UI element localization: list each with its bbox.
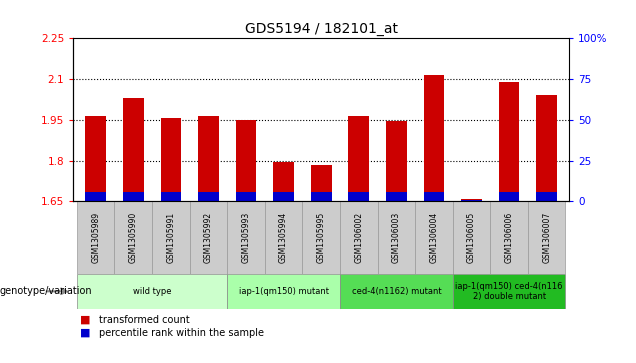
Text: GSM1305990: GSM1305990 [128, 212, 138, 264]
Bar [453, 274, 565, 309]
Bar [123, 192, 144, 201]
Bar [378, 201, 415, 274]
Bar [415, 201, 453, 274]
Text: GSM1306002: GSM1306002 [354, 212, 363, 263]
Text: GSM1306007: GSM1306007 [542, 212, 551, 264]
Bar [198, 192, 219, 201]
Bar [85, 192, 106, 201]
Bar [227, 201, 265, 274]
Bar [302, 201, 340, 274]
Text: ■: ■ [80, 328, 90, 338]
Bar [273, 162, 294, 201]
Text: wild type: wild type [133, 287, 171, 296]
Bar [160, 192, 181, 201]
Bar [340, 201, 378, 274]
Bar [85, 116, 106, 201]
Bar [236, 120, 256, 201]
Bar [528, 201, 565, 274]
Text: ced-4(n1162) mutant: ced-4(n1162) mutant [352, 287, 441, 296]
Text: GSM1305993: GSM1305993 [242, 212, 251, 264]
Text: genotype/variation: genotype/variation [0, 286, 93, 296]
Bar [77, 274, 227, 309]
Bar [499, 82, 520, 201]
Bar [349, 116, 369, 201]
Bar [77, 201, 114, 274]
Bar [123, 98, 144, 201]
Text: GSM1305995: GSM1305995 [317, 212, 326, 264]
Text: percentile rank within the sample: percentile rank within the sample [99, 328, 263, 338]
Bar [424, 75, 445, 201]
Text: GSM1306005: GSM1306005 [467, 212, 476, 264]
Bar [453, 201, 490, 274]
Title: GDS5194 / 182101_at: GDS5194 / 182101_at [245, 22, 398, 36]
Text: GSM1305994: GSM1305994 [279, 212, 288, 264]
Text: transformed count: transformed count [99, 315, 190, 325]
Bar [536, 192, 557, 201]
Bar [386, 192, 406, 201]
Text: ■: ■ [80, 315, 90, 325]
Bar [349, 192, 369, 201]
Text: GSM1306003: GSM1306003 [392, 212, 401, 264]
Bar [152, 201, 190, 274]
Bar [265, 201, 302, 274]
Bar [386, 121, 406, 201]
Bar [198, 116, 219, 201]
Text: GSM1305991: GSM1305991 [167, 212, 176, 263]
Bar [114, 201, 152, 274]
Text: iap-1(qm150) mutant: iap-1(qm150) mutant [238, 287, 329, 296]
Bar [311, 192, 331, 201]
Bar [311, 165, 331, 201]
Text: GSM1306004: GSM1306004 [429, 212, 438, 264]
Bar [236, 192, 256, 201]
Text: GSM1305992: GSM1305992 [204, 212, 213, 263]
Text: iap-1(qm150) ced-4(n116
2) double mutant: iap-1(qm150) ced-4(n116 2) double mutant [455, 282, 563, 301]
Text: GSM1305989: GSM1305989 [91, 212, 100, 263]
Bar [499, 192, 520, 201]
Bar [461, 200, 482, 201]
Bar [190, 201, 227, 274]
Bar [340, 274, 453, 309]
Bar [160, 118, 181, 201]
Bar [424, 192, 445, 201]
Bar [536, 95, 557, 201]
Bar [461, 199, 482, 201]
Bar [273, 192, 294, 201]
Bar [490, 201, 528, 274]
Bar [227, 274, 340, 309]
Text: GSM1306006: GSM1306006 [504, 212, 514, 264]
